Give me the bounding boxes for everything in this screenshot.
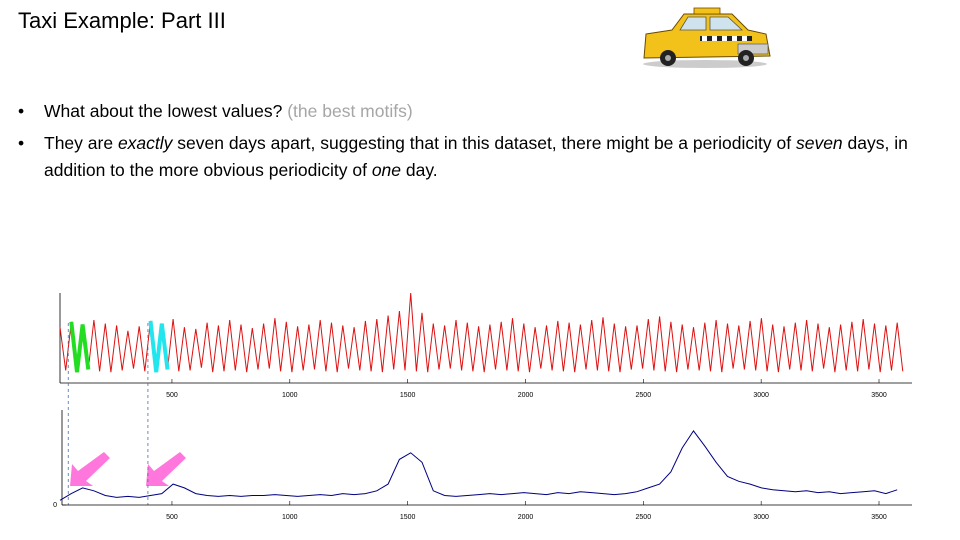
x-tick-label: 3500: [871, 514, 887, 521]
motif-highlight: [148, 320, 170, 373]
slide-title: Taxi Example: Part III: [18, 8, 226, 33]
text: one: [371, 160, 402, 180]
bullet: What about the lowest values? (the best …: [18, 98, 908, 125]
x-tick-label: 500: [166, 392, 178, 399]
x-tick-label: 2000: [518, 514, 534, 521]
y-tick-label: 0: [53, 502, 57, 509]
text: What about the lowest values?: [44, 101, 283, 121]
series-line: [59, 430, 898, 501]
x-tick-label: 500: [166, 514, 178, 521]
arrow: [70, 452, 110, 486]
bullet: They are exactly seven days apart, sugge…: [18, 130, 908, 184]
text: (the best motifs): [282, 101, 413, 121]
x-tick-label: 2000: [518, 392, 534, 399]
arrows: [70, 452, 186, 486]
text: seven: [795, 133, 843, 153]
bullet-list: What about the lowest values? (the best …: [18, 98, 908, 189]
x-tick-label: 1500: [400, 514, 416, 521]
x-tick-label: 1000: [282, 514, 298, 521]
text: They are: [44, 133, 118, 153]
text: exactly: [117, 133, 173, 153]
x-tick-label: 1000: [282, 392, 298, 399]
text: seven days apart, suggesting that in thi…: [172, 133, 796, 153]
motif-highlight: [69, 321, 91, 373]
x-tick-label: 3000: [753, 392, 769, 399]
arrow: [146, 452, 186, 486]
x-tick-label: 1500: [400, 392, 416, 399]
x-tick-label: 3500: [871, 392, 887, 399]
x-tick-label: 2500: [636, 392, 652, 399]
x-tick-label: 2500: [636, 514, 652, 521]
x-tick-label: 3000: [753, 514, 769, 521]
series-line: [59, 292, 904, 373]
taxi-image: [643, 7, 771, 68]
text: day.: [401, 160, 438, 180]
text: days, in addition to the more obvious pe…: [44, 133, 908, 180]
